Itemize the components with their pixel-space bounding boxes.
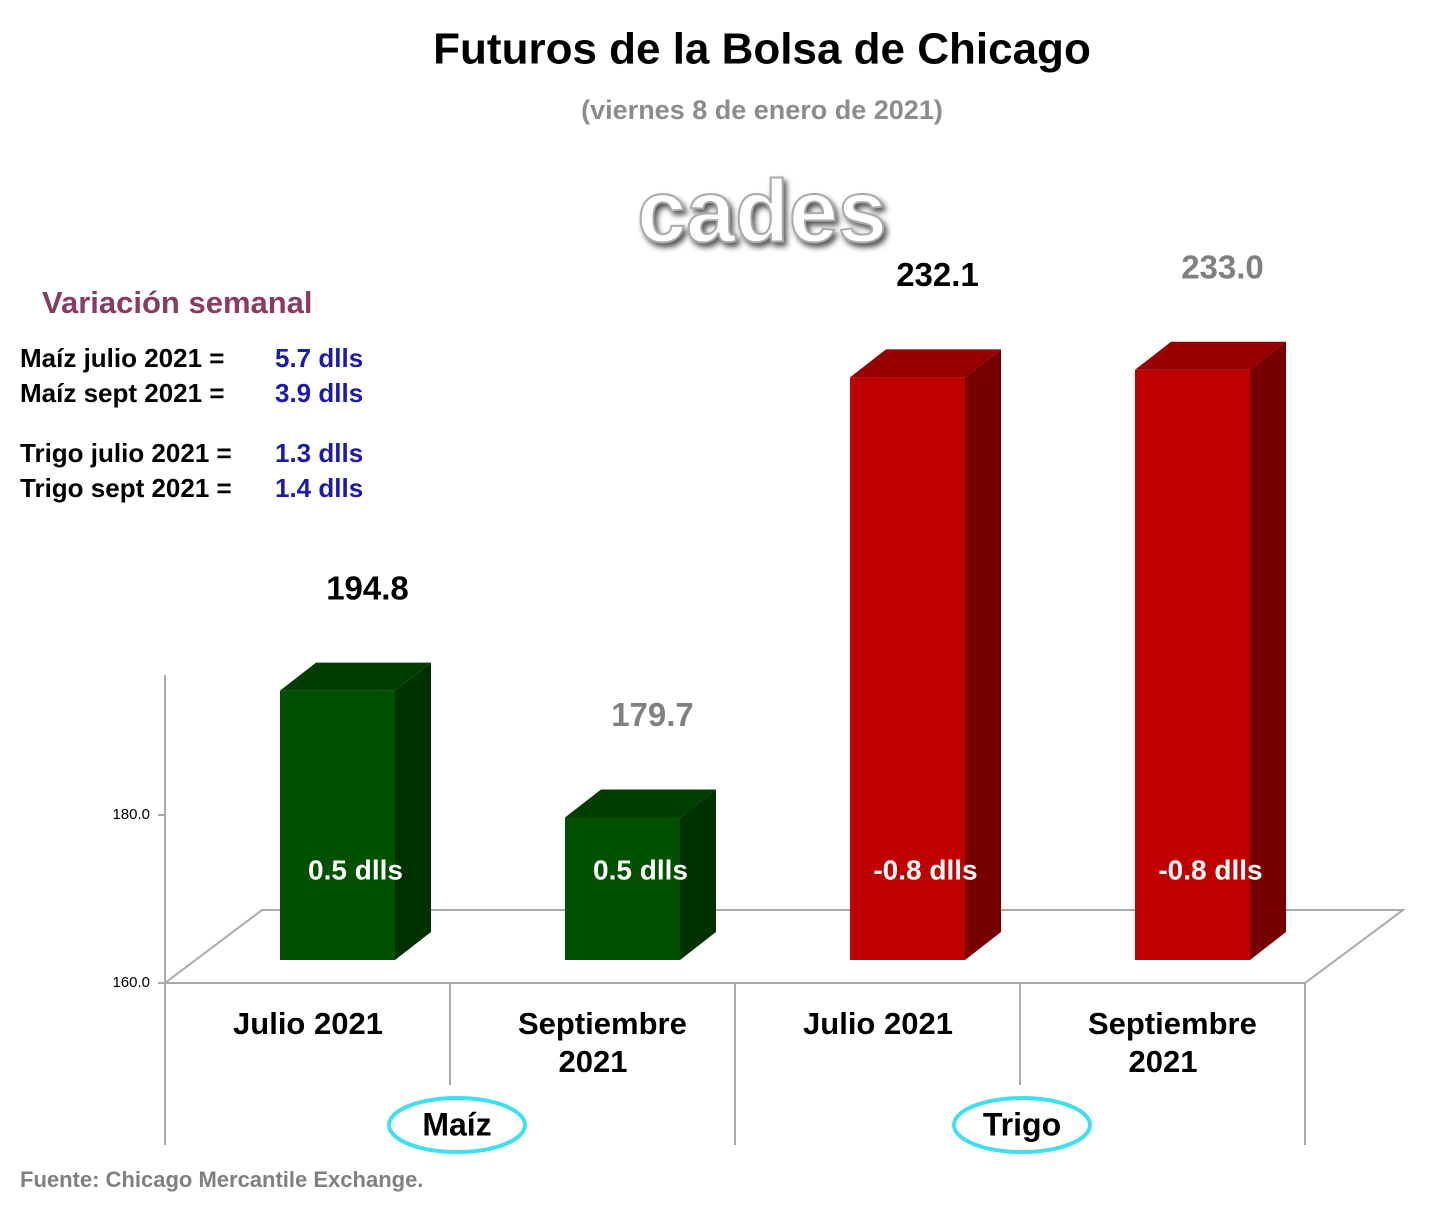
bar-face [680, 789, 716, 960]
floor [162, 675, 1407, 1145]
bar-face [395, 662, 431, 960]
bar [565, 789, 716, 960]
bar-face [1135, 369, 1250, 960]
group-label: Trigo [983, 1106, 1061, 1142]
y-tick-label: 180.0 [112, 806, 150, 823]
value-label: 194.8 [326, 569, 409, 606]
group-label: Maíz [422, 1106, 491, 1142]
x-tick-label: Septiembre 2021 [493, 1005, 693, 1081]
group-ellipse [952, 1096, 1092, 1154]
bar-face [965, 349, 1001, 960]
bar-note: -0.8 dlls [1158, 854, 1262, 885]
variation-value: 1.3 dlls [275, 438, 363, 468]
chart-title: Futuros de la Bolsa de Chicago [433, 25, 1091, 74]
variation-value: 1.4 dlls [275, 473, 363, 503]
bar-note: 0.5 dlls [308, 854, 403, 885]
bar [280, 662, 431, 960]
variation-label: Trigo julio 2021 = [20, 438, 232, 468]
x-tick-label: Septiembre 2021 [1063, 1005, 1263, 1081]
x-tick-text: Julio 2021 [233, 1006, 383, 1041]
variation-value: 3.9 dlls [275, 378, 363, 408]
y-tick-label: 160.0 [112, 974, 150, 991]
value-label: 179.7 [611, 696, 694, 733]
source: Fuente: Chicago Mercantile Exchange. [20, 1167, 423, 1192]
value-label: 233.0 [1181, 249, 1264, 286]
watermark: cades [637, 161, 887, 260]
bar-note: -0.8 dlls [873, 854, 977, 885]
bar-face [565, 789, 716, 818]
bar-face [1250, 341, 1286, 960]
bar-face [850, 377, 965, 960]
bar-note: 0.5 dlls [593, 854, 688, 885]
x-tick-text: Julio 2021 [803, 1006, 953, 1041]
x-tick-label: Julio 2021 [778, 1005, 978, 1043]
bar-face [280, 690, 395, 960]
variation-value: 5.7 dlls [275, 343, 363, 373]
group-ellipse [387, 1096, 527, 1154]
x-tick-text: Septiembre 2021 [1088, 1006, 1257, 1079]
variation-title: Variación semanal [42, 285, 313, 320]
value-label: 232.1 [896, 256, 979, 293]
variation-label: Maíz sept 2021 = [20, 378, 225, 408]
bar [850, 349, 1001, 960]
variation-label: Maíz julio 2021 = [20, 343, 224, 373]
chart-subtitle: (viernes 8 de enero de 2021) [581, 95, 943, 125]
bar-face [280, 662, 431, 691]
bar-face [850, 349, 1001, 378]
x-tick-text: Septiembre 2021 [518, 1006, 687, 1079]
variation-label: Trigo sept 2021 = [20, 473, 232, 503]
bar-face [1135, 341, 1286, 370]
bar [1135, 341, 1286, 960]
x-tick-label: Julio 2021 [208, 1005, 408, 1043]
bar-face [565, 817, 680, 960]
